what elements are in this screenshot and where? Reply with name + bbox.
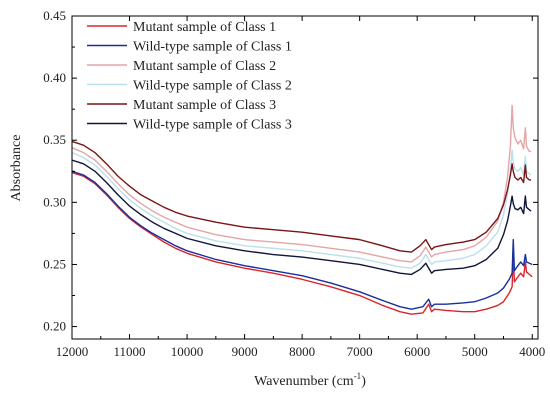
y-tick-label: 0.40 [43,70,66,85]
x-tick-label: 4000 [519,344,545,359]
x-axis-title: Wavenumber (cm-1) [254,371,366,389]
x-tick-label: 12000 [56,344,89,359]
y-axis-title: Absorbance [9,135,24,202]
y-tick-label: 0.25 [43,256,66,271]
axes-layer: 12000 11000 10000 9000 8000 7000 6000 5000 4000 0… [43,8,545,359]
x-axis-title-exponent: -1 [354,371,362,381]
x-tick-label: 10000 [171,344,204,359]
x-tick-label: 7000 [347,344,373,359]
series-line-6 [71,159,532,276]
y-tick-label: 0.30 [43,194,66,209]
x-tick-label: 6000 [404,344,430,359]
legend-label: Mutant sample of Class 1 [133,20,276,35]
x-tick-label: 9000 [232,344,258,359]
series-line-2 [71,170,533,310]
legend-label: Wild-type sample of Class 2 [133,79,292,94]
legend: Mutant sample of Class 1 Wild-type sample… [87,20,292,133]
plot-frame [71,15,539,340]
legend-label: Wild-type sample of Class 1 [133,40,292,55]
y-tick-label: 0.35 [43,132,66,147]
series-line-3 [71,104,532,263]
x-tick-label: 11000 [114,344,146,359]
legend-label: Wild-type sample of Class 3 [133,118,292,133]
y-tick-label: 0.45 [43,8,66,23]
y-tick-label: 0.20 [43,319,66,334]
x-tick-label: 5000 [462,344,488,359]
series-line-4 [71,149,532,269]
legend-label: Mutant sample of Class 2 [133,59,276,74]
x-tick-label: 8000 [289,344,315,359]
x-axis-title-main: Wavenumber (cm [254,374,354,389]
x-axis-title-close: ) [361,374,366,389]
legend-label: Mutant sample of Class 3 [133,98,276,113]
series-layer [71,104,533,315]
series-line-1 [71,171,533,315]
series-line-5 [71,140,532,253]
